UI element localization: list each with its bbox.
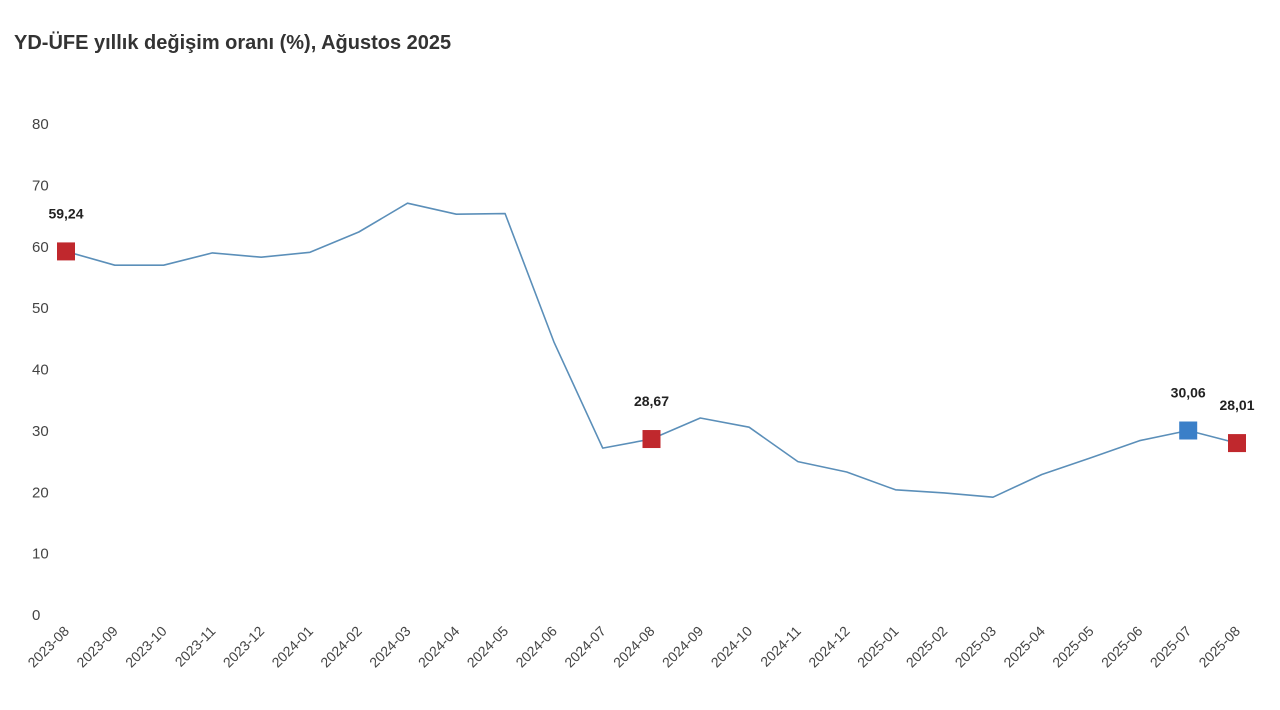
- x-tick-label: 2025-04: [1000, 623, 1048, 671]
- data-label: 28,01: [1219, 397, 1254, 413]
- y-tick-label: 60: [32, 239, 49, 256]
- x-tick-label: 2024-03: [366, 623, 414, 671]
- series-group: [65, 202, 1238, 499]
- x-tick-label: 2025-07: [1147, 623, 1195, 671]
- x-tick-label: 2025-02: [903, 623, 951, 671]
- x-tick-label: 2023-09: [73, 623, 121, 671]
- data-label: 28,67: [634, 393, 669, 409]
- y-tick-label: 30: [32, 423, 49, 440]
- y-axis: 0 10 20 30 40 50 60 70 80: [32, 116, 49, 624]
- x-tick-label: 2024-01: [268, 623, 316, 671]
- x-tick-label: 2024-09: [659, 623, 707, 671]
- y-tick-label: 10: [32, 546, 49, 563]
- x-tick-label: 2025-01: [854, 623, 902, 671]
- x-tick-label: 2024-02: [317, 623, 365, 671]
- data-point-marker[interactable]: [57, 242, 75, 261]
- x-tick-label: 2024-11: [757, 623, 804, 670]
- y-tick-label: 70: [32, 177, 49, 194]
- y-tick-label: 40: [32, 362, 49, 379]
- chart-title: YD-ÜFE yıllık değişim oranı (%), Ağustos…: [14, 32, 452, 54]
- y-tick-label: 20: [32, 484, 49, 501]
- x-tick-label: 2023-11: [172, 623, 219, 670]
- y-tick-label: 50: [32, 300, 49, 317]
- data-point-marker[interactable]: [1228, 434, 1246, 453]
- data-point-marker[interactable]: [642, 430, 661, 449]
- x-tick-label: 2024-12: [805, 623, 853, 671]
- x-tick-label: 2024-10: [708, 623, 756, 671]
- x-tick-label: 2024-04: [415, 623, 463, 671]
- data-point-marker[interactable]: [1179, 421, 1198, 440]
- x-tick-label: 2024-08: [610, 623, 658, 671]
- y-tick-label: 80: [32, 116, 49, 133]
- y-tick-label: 0: [32, 607, 40, 624]
- data-label: 59,24: [48, 205, 83, 221]
- x-tick-label: 2024-05: [464, 623, 512, 671]
- x-tick-label: 2024-07: [561, 623, 609, 671]
- x-tick-label: 2023-12: [220, 623, 268, 671]
- x-tick-label: 2024-06: [512, 623, 560, 671]
- x-tick-label: 2025-03: [952, 623, 1000, 671]
- data-label: 30,06: [1171, 385, 1206, 401]
- x-tick-label: 2023-08: [24, 623, 72, 671]
- markers-group: 59,24 28,67 30,06 28,01: [48, 205, 1255, 453]
- series-line: [65, 202, 1238, 499]
- x-tick-label: 2025-06: [1098, 623, 1146, 671]
- x-tick-label: 2023-10: [122, 623, 170, 671]
- x-tick-label: 2025-05: [1049, 623, 1097, 671]
- x-axis: 2023-08 2023-09 2023-10 2023-11 2023-12 2024-…: [24, 623, 1243, 671]
- x-tick-label: 2025-08: [1195, 623, 1243, 671]
